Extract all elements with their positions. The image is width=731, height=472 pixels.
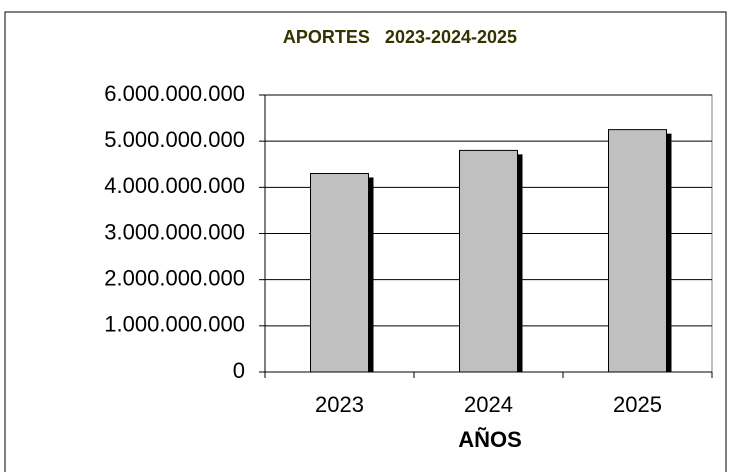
y-tick-label: 5.000.000.000	[104, 127, 245, 152]
y-tick-label: 6.000.000.000	[104, 81, 245, 106]
bar	[310, 172, 369, 373]
x-tick-label: 2023	[315, 392, 364, 417]
x-axis-label: AÑOS	[458, 427, 522, 452]
chart-title: APORTES 2023-2024-2025	[283, 27, 517, 47]
y-tick-label: 0	[233, 358, 245, 383]
x-tick-label: 2025	[613, 392, 662, 417]
y-tick-label: 2.000.000.000	[104, 265, 245, 290]
bar	[608, 129, 667, 373]
y-tick-label: 3.000.000.000	[104, 219, 245, 244]
y-tick-label: 1.000.000.000	[104, 312, 245, 337]
y-tick-label: 4.000.000.000	[104, 173, 245, 198]
x-tick-label: 2024	[464, 392, 513, 417]
bar	[459, 149, 518, 373]
